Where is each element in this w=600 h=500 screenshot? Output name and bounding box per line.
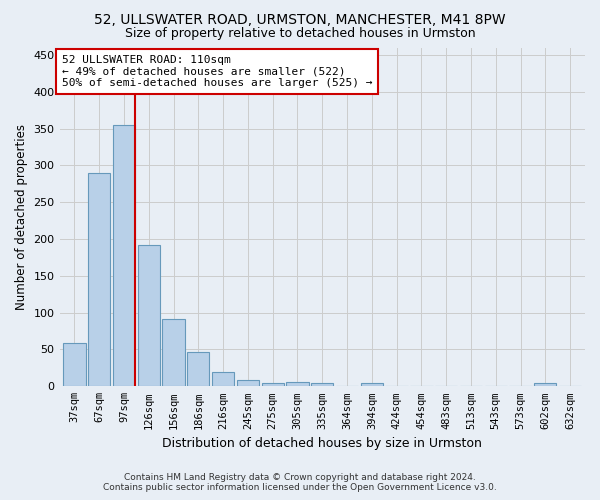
Bar <box>187 352 209 386</box>
Bar <box>361 384 383 386</box>
Bar <box>262 382 284 386</box>
Bar <box>63 343 86 386</box>
Y-axis label: Number of detached properties: Number of detached properties <box>15 124 28 310</box>
Text: Size of property relative to detached houses in Urmston: Size of property relative to detached ho… <box>125 28 475 40</box>
Bar <box>237 380 259 386</box>
Text: 52 ULLSWATER ROAD: 110sqm
← 49% of detached houses are smaller (522)
50% of semi: 52 ULLSWATER ROAD: 110sqm ← 49% of detac… <box>62 55 373 88</box>
Bar <box>88 172 110 386</box>
X-axis label: Distribution of detached houses by size in Urmston: Distribution of detached houses by size … <box>163 437 482 450</box>
Bar <box>212 372 234 386</box>
Bar <box>137 245 160 386</box>
Text: Contains HM Land Registry data © Crown copyright and database right 2024.
Contai: Contains HM Land Registry data © Crown c… <box>103 473 497 492</box>
Bar <box>534 384 556 386</box>
Bar <box>286 382 308 386</box>
Text: 52, ULLSWATER ROAD, URMSTON, MANCHESTER, M41 8PW: 52, ULLSWATER ROAD, URMSTON, MANCHESTER,… <box>94 12 506 26</box>
Bar <box>113 125 135 386</box>
Bar <box>163 320 185 386</box>
Bar <box>311 382 334 386</box>
